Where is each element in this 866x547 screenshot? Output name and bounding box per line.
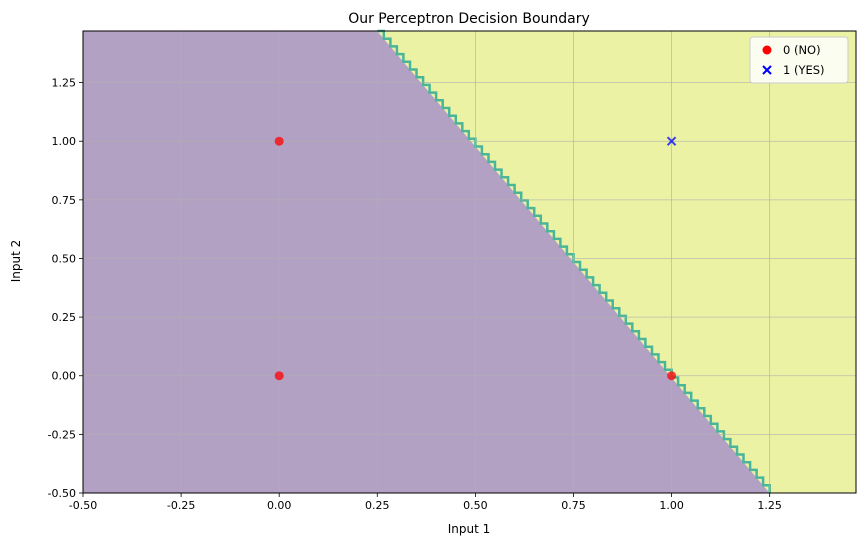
y-tick-label: 0.50 [52,252,77,265]
plot-area [82,29,857,494]
y-tick-label: 0.25 [52,311,77,324]
region-class-0 [83,31,770,493]
legend-box [749,36,849,84]
legend-entry: 1 (YES) [762,63,825,77]
x-tick-label: 0.50 [463,499,488,512]
legend-x-icon [762,65,772,75]
plot-frame [82,30,857,494]
x-axis-label: Input 1 [448,522,491,536]
data-markers [274,136,677,381]
region-class-1 [377,31,856,493]
legend-label: 1 (YES) [783,63,825,77]
legend-circle-icon [762,45,772,55]
x-tick-label: 0.25 [365,499,390,512]
data-point [666,136,677,146]
data-point [274,371,284,381]
data-point [667,371,677,381]
legend-entry: 0 (NO) [762,43,821,57]
x-tick-label: 1.00 [659,499,684,512]
chart-title: Our Perceptron Decision Boundary [348,11,590,27]
y-tick-label: 1.00 [52,135,77,148]
y-tick-label: 0.75 [52,194,77,207]
legend-label: 0 (NO) [783,43,821,57]
x-tick-label: 0.00 [267,499,292,512]
y-tick-label: -0.50 [48,487,76,500]
x-axis: -0.50 -0.25 0.00 0.25 0.50 0.75 1.00 1.25 [69,493,782,512]
y-axis-label: Input 2 [9,240,23,283]
x-tick-label: 1.25 [757,499,782,512]
x-tick-label: -0.50 [69,499,97,512]
data-point [274,136,284,146]
x-tick-label: -0.25 [167,499,195,512]
y-tick-label: 1.25 [52,77,77,90]
y-axis: -0.50 -0.25 0.00 0.25 0.50 0.75 1.00 1.25 [48,77,83,500]
x-tick-label: 0.75 [561,499,586,512]
y-tick-label: -0.25 [48,428,76,441]
y-tick-label: 0.00 [52,370,77,383]
legend: 0 (NO) 1 (YES) [749,36,849,84]
